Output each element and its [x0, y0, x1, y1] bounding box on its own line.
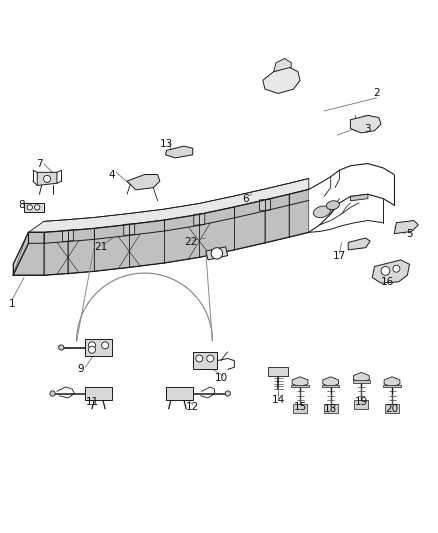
Text: 6: 6	[242, 193, 249, 204]
Text: 10: 10	[215, 373, 228, 383]
Polygon shape	[322, 385, 339, 387]
Polygon shape	[124, 223, 135, 236]
Text: 8: 8	[18, 200, 25, 210]
Polygon shape	[234, 200, 265, 250]
Polygon shape	[194, 214, 205, 225]
Circle shape	[88, 346, 95, 353]
Circle shape	[207, 355, 214, 362]
Text: 9: 9	[78, 365, 85, 374]
Text: 12: 12	[186, 402, 199, 411]
Circle shape	[50, 391, 55, 396]
Polygon shape	[289, 189, 309, 237]
Polygon shape	[265, 194, 289, 243]
Circle shape	[59, 345, 64, 350]
Polygon shape	[372, 260, 410, 283]
Text: 21: 21	[94, 242, 107, 252]
Ellipse shape	[313, 206, 331, 217]
Text: 1: 1	[9, 298, 16, 309]
Polygon shape	[323, 377, 339, 387]
Text: 19: 19	[355, 397, 368, 407]
Polygon shape	[274, 59, 291, 71]
Polygon shape	[13, 232, 44, 275]
Polygon shape	[13, 200, 309, 275]
Polygon shape	[85, 339, 112, 356]
Circle shape	[381, 266, 390, 275]
Polygon shape	[353, 373, 369, 383]
Text: 13: 13	[160, 139, 173, 149]
Polygon shape	[13, 243, 28, 275]
Polygon shape	[259, 199, 270, 211]
Text: 11: 11	[85, 397, 99, 407]
Circle shape	[44, 175, 50, 182]
Polygon shape	[263, 67, 300, 93]
Polygon shape	[164, 214, 199, 263]
Polygon shape	[350, 194, 368, 201]
Polygon shape	[24, 203, 44, 212]
Text: 7: 7	[36, 159, 43, 168]
Polygon shape	[292, 377, 308, 387]
Text: 17: 17	[333, 251, 346, 261]
Polygon shape	[62, 230, 74, 241]
Text: 2: 2	[373, 88, 380, 99]
Circle shape	[27, 205, 32, 210]
Circle shape	[211, 248, 223, 259]
Text: 18: 18	[324, 404, 337, 414]
Polygon shape	[348, 238, 370, 250]
Polygon shape	[37, 172, 57, 185]
Circle shape	[88, 342, 95, 349]
Polygon shape	[129, 220, 164, 268]
Polygon shape	[85, 387, 112, 400]
Text: 22: 22	[184, 237, 197, 247]
Polygon shape	[68, 229, 94, 273]
Polygon shape	[193, 352, 217, 369]
Polygon shape	[127, 174, 160, 190]
Polygon shape	[383, 385, 401, 387]
Polygon shape	[384, 377, 400, 387]
Text: 4: 4	[108, 169, 115, 180]
Circle shape	[393, 265, 400, 272]
Polygon shape	[166, 146, 193, 158]
Polygon shape	[291, 385, 309, 387]
Circle shape	[225, 391, 230, 396]
Polygon shape	[324, 405, 338, 413]
Text: 3: 3	[364, 124, 371, 134]
Text: 15: 15	[293, 402, 307, 411]
Circle shape	[102, 342, 109, 349]
Polygon shape	[166, 387, 193, 400]
Polygon shape	[385, 405, 399, 413]
Text: 5: 5	[406, 229, 413, 239]
Polygon shape	[293, 405, 307, 413]
Polygon shape	[206, 247, 228, 260]
Polygon shape	[13, 232, 28, 275]
Text: 14: 14	[272, 395, 285, 405]
Circle shape	[35, 205, 40, 210]
Polygon shape	[354, 400, 368, 409]
Polygon shape	[350, 115, 381, 133]
Polygon shape	[44, 231, 68, 275]
Text: 20: 20	[385, 404, 399, 414]
Polygon shape	[28, 179, 309, 232]
Polygon shape	[268, 367, 288, 376]
Polygon shape	[199, 207, 234, 257]
Polygon shape	[394, 221, 418, 233]
Ellipse shape	[326, 201, 339, 209]
Text: 16: 16	[381, 277, 394, 287]
Polygon shape	[353, 380, 370, 383]
Circle shape	[196, 355, 203, 362]
Polygon shape	[94, 224, 129, 271]
